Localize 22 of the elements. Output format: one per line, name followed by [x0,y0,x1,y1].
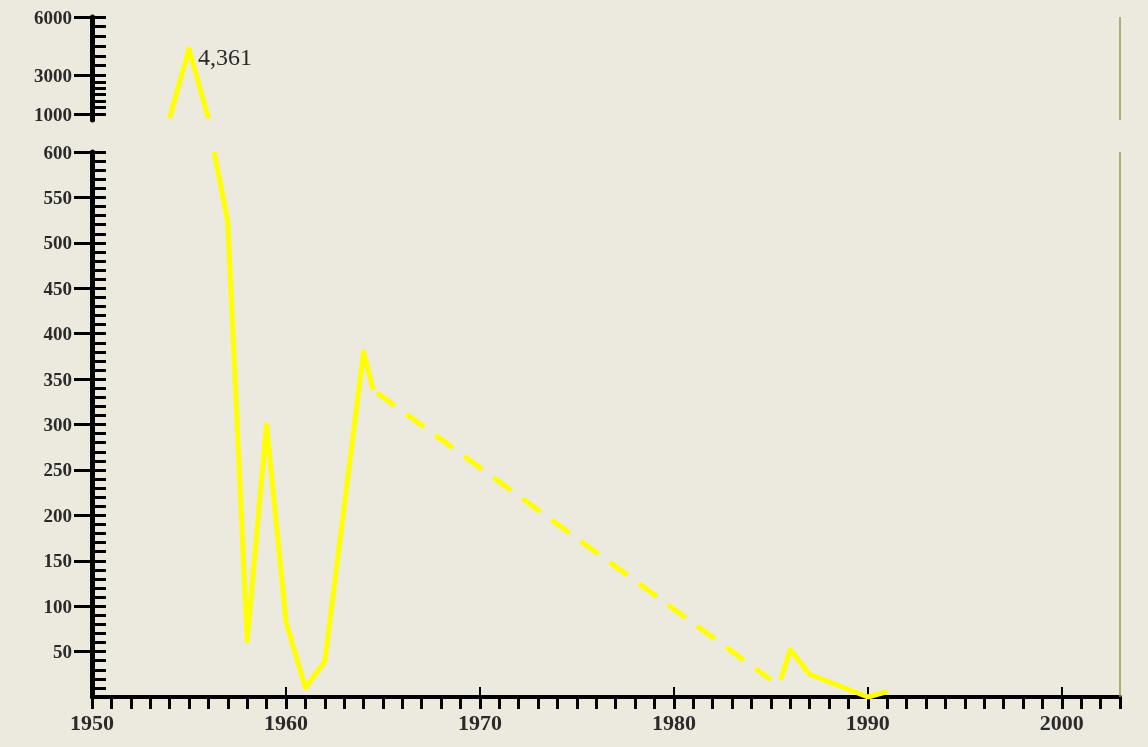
x-tick-label: 1990 [845,709,890,735]
data-label: 4,361 [197,43,252,70]
x-tick-label: 1960 [263,709,308,735]
y-tick-label: 300 [43,414,72,435]
y-tick-label: 1000 [34,103,72,125]
x-tick-label: 1980 [651,709,696,735]
y-tick-label: 150 [43,550,72,572]
y-tick-label: 250 [43,459,72,481]
y-tick-label: 400 [43,323,72,345]
y-tick-label: 500 [43,232,72,254]
y-tick-label: 6000 [34,6,72,28]
y-tick-label: 200 [43,504,72,526]
x-tick-label: 1970 [457,709,502,735]
y-tick-label: 450 [43,277,72,299]
x-tick-label: 2000 [1039,709,1084,735]
x-tick-label: 1950 [70,709,114,735]
y-tick-label: 50 [53,641,72,663]
y-tick-label: 600 [43,141,72,163]
y-tick-label: 350 [43,368,72,390]
y-tick-label: 100 [43,595,72,617]
y-tick-label: 3000 [34,64,72,86]
y-tick-label: 550 [43,186,72,208]
